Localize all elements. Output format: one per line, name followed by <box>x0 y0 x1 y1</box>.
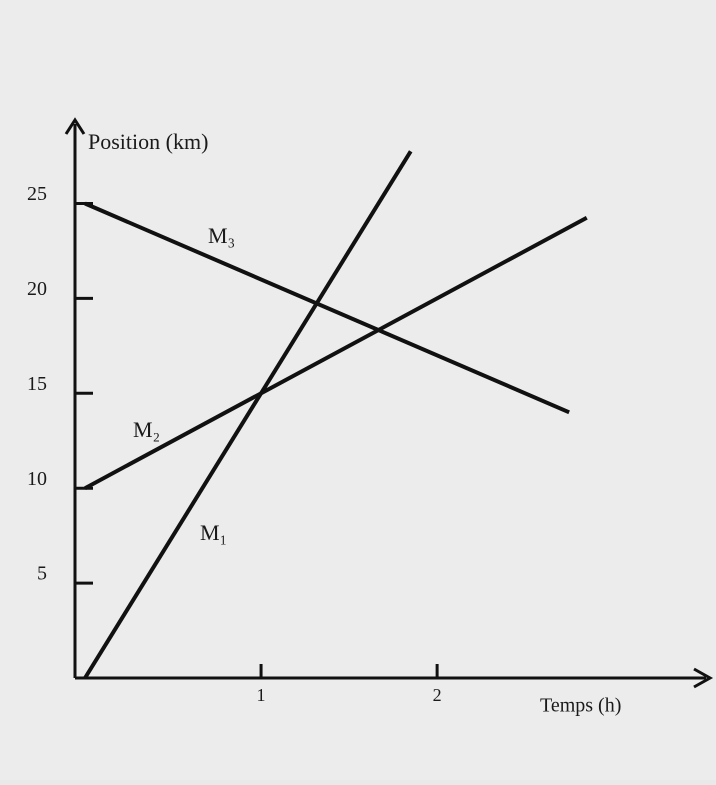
y-tick-label: 5 <box>37 563 47 585</box>
x-axis-label: Temps (h) <box>540 695 621 717</box>
y-tick-label: 10 <box>27 468 47 490</box>
series-label: M₁ <box>200 520 227 545</box>
x-tick-label: 1 <box>257 685 266 705</box>
y-tick-label: 25 <box>27 183 47 205</box>
series-line <box>84 215 588 490</box>
series-line <box>84 201 570 415</box>
y-axis-arrow <box>64 117 86 135</box>
series-label: M₂ <box>133 417 160 442</box>
series-label: M₃ <box>208 223 235 248</box>
y-axis-label: Position (km) <box>88 129 208 154</box>
x-tick-label: 2 <box>433 685 442 705</box>
series-line <box>83 150 413 680</box>
y-tick-label: 20 <box>27 278 47 300</box>
y-tick-label: 15 <box>27 373 47 395</box>
x-axis-arrow <box>693 667 714 689</box>
